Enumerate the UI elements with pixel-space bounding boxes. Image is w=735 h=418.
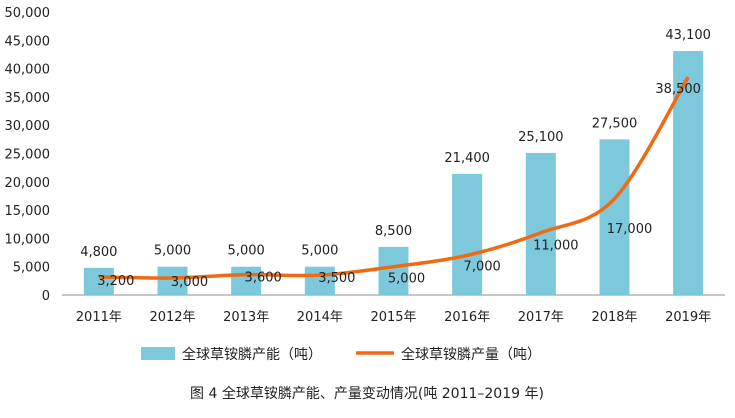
y-tick-label: 0	[42, 289, 50, 304]
y-tick-label: 30,000	[5, 119, 51, 134]
bar-data-labels: 4,800 5,000 5,000 5,000 8,500 21,400 25,100 27,…	[80, 28, 711, 260]
bar-capacity	[525, 152, 556, 295]
figure-caption: 图 4 全球草铵膦产能、产量变动情况(吨 2011–2019 年)	[190, 385, 544, 402]
bar-capacity	[452, 173, 483, 295]
legend-line-label: 全球草铵膦产量（吨）	[401, 346, 541, 363]
bar-data-label: 5,000	[301, 244, 338, 259]
bar-capacity	[157, 266, 188, 295]
y-tick-label: 50,000	[5, 6, 51, 21]
y-tick-label: 15,000	[5, 204, 51, 219]
x-tick-label: 2018年	[591, 310, 637, 325]
x-tick-label: 2013年	[223, 310, 269, 325]
x-tick-label: 2014年	[297, 310, 343, 325]
y-tick-label: 25,000	[5, 148, 51, 163]
line-data-label: 3,500	[318, 271, 355, 286]
x-tick-label: 2011年	[76, 310, 122, 325]
line-data-label: 11,000	[533, 239, 579, 254]
legend-bar-label: 全球草铵膦产能（吨）	[182, 346, 322, 363]
y-tick-label: 35,000	[5, 91, 51, 106]
legend: 全球草铵膦产能（吨） 全球草铵膦产量（吨）	[141, 346, 541, 363]
y-tick-label: 20,000	[5, 176, 51, 191]
x-tick-label: 2016年	[444, 310, 490, 325]
line-data-label: 38,500	[655, 82, 701, 97]
y-tick-label: 45,000	[5, 34, 51, 49]
bar-data-label: 27,500	[592, 116, 638, 131]
line-data-labels: 3,200 3,000 3,600 3,500 5,000 7,000 11,000 17,0…	[97, 82, 701, 290]
bar-data-label: 43,100	[665, 28, 711, 43]
x-tick-label: 2012年	[149, 310, 195, 325]
bar-data-label: 8,500	[375, 224, 412, 239]
bar-capacity	[378, 246, 409, 295]
line-data-label: 7,000	[464, 259, 501, 274]
line-data-label: 5,000	[388, 272, 425, 287]
production-line	[98, 76, 690, 280]
line-data-label: 3,600	[245, 271, 282, 286]
x-axis: 2011年 2012年 2013年 2014年 2015年 2016年 2017年 2018年…	[76, 310, 711, 325]
bar-capacity	[83, 267, 114, 295]
x-tick-label: 2019年	[665, 310, 711, 325]
bar-data-label: 5,000	[228, 244, 265, 259]
bar-capacity	[231, 266, 262, 295]
y-tick-label: 10,000	[5, 232, 51, 247]
bar-series	[83, 51, 704, 295]
bar-data-label: 21,400	[444, 151, 490, 166]
bar-capacity	[304, 266, 335, 295]
line-data-label: 17,000	[607, 222, 653, 237]
y-axis: 0 5,000 10,000 15,000 20,000 25,000 30,000 35,0…	[5, 6, 51, 304]
bar-data-label: 4,800	[80, 245, 117, 260]
line-data-label: 3,000	[171, 275, 208, 290]
line-data-label: 3,200	[97, 274, 134, 289]
y-tick-label: 5,000	[13, 261, 50, 276]
x-tick-label: 2015年	[370, 310, 416, 325]
legend-bar-swatch	[141, 347, 175, 360]
y-tick-label: 40,000	[5, 63, 51, 78]
x-tick-label: 2017年	[518, 310, 564, 325]
bar-data-label: 5,000	[154, 244, 191, 259]
bar-capacity	[599, 139, 630, 295]
bar-data-label: 25,100	[518, 130, 564, 145]
